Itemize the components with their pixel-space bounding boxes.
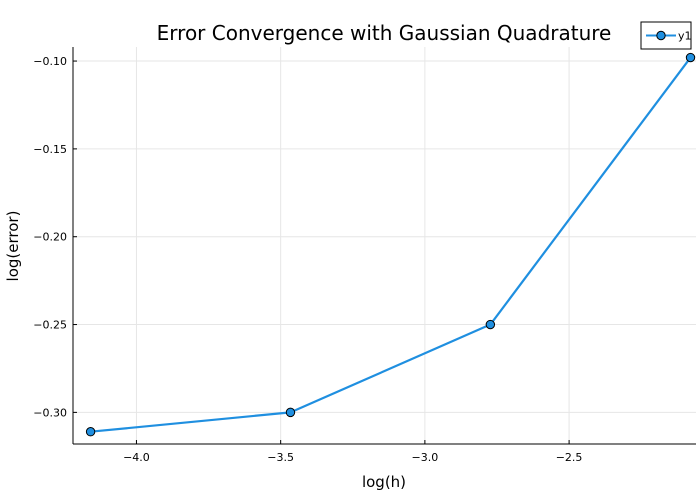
- y-tick-label: −0.20: [33, 231, 67, 244]
- y-tick-label: −0.25: [33, 319, 67, 332]
- y-tick-label: −0.30: [33, 406, 67, 419]
- axes: [72, 47, 696, 445]
- legend-label-y1: y1: [678, 30, 692, 43]
- x-ticks: −4.0 −3.5 −3.0 −2.5: [123, 440, 582, 464]
- data-point: [285, 407, 296, 418]
- y-ticks: −0.30 −0.25 −0.20 −0.15 −0.10: [33, 55, 77, 419]
- data-point: [485, 319, 496, 330]
- chart-title: Error Convergence with Gaussian Quadratu…: [157, 21, 612, 45]
- legend: y1: [640, 21, 692, 50]
- legend-marker-icon: [656, 30, 666, 41]
- data-point: [85, 427, 96, 437]
- x-axis-label: log(h): [362, 473, 406, 491]
- series-line-y1: [90, 56, 692, 433]
- x-tick-label: −3.0: [412, 451, 439, 464]
- grid: [73, 47, 696, 444]
- x-tick-label: −4.0: [123, 451, 150, 464]
- x-tick-label: −3.5: [267, 451, 294, 464]
- y-tick-label: −0.10: [33, 55, 67, 68]
- y-tick-label: −0.15: [33, 143, 67, 156]
- data-point: [685, 52, 696, 63]
- x-tick-label: −2.5: [556, 451, 583, 464]
- y-axis-label: log(error): [4, 211, 22, 282]
- series: [85, 52, 696, 437]
